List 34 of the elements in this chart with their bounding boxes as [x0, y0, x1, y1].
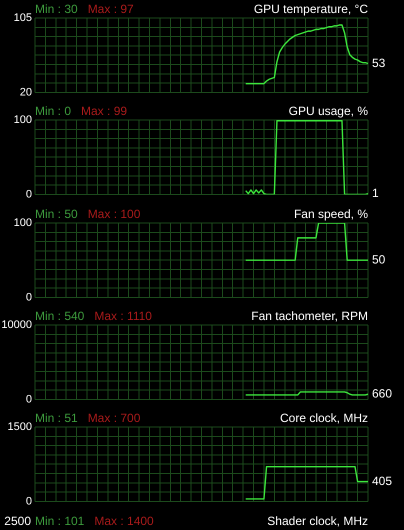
text: Min : 50	[35, 206, 78, 221]
text: Min : 101	[35, 514, 84, 528]
y-tick-label: 0	[26, 393, 32, 406]
text: 53	[372, 56, 386, 70]
text: Max : 1400	[94, 514, 154, 528]
y-tick-label: 0	[26, 496, 32, 508]
y-tick-label: 100	[14, 114, 32, 126]
text: 2500	[3, 514, 31, 528]
text: Min : 540	[35, 308, 84, 323]
y-tick-label: 105	[14, 12, 32, 24]
chart-title: GPU usage, %	[288, 104, 368, 118]
text: Max : 99	[81, 104, 128, 118]
chart-title: GPU temperature, °C	[254, 2, 368, 16]
text: Max : 1110	[94, 308, 152, 323]
text: Min : 51	[35, 411, 78, 426]
text: Max : 97	[88, 2, 134, 16]
text: Max : 700	[88, 411, 140, 426]
y-tick-label: 100	[14, 216, 32, 229]
text: 660	[372, 386, 392, 400]
chart-title: Core clock, MHz	[280, 411, 368, 426]
text: Min : 30	[35, 2, 78, 16]
chart-title: Fan tachometer, RPM	[251, 308, 368, 323]
text: 405	[372, 474, 392, 488]
text: Shader clock, MHz	[267, 514, 368, 528]
y-tick-label: 20	[20, 86, 32, 98]
chart-title: Fan speed, %	[294, 206, 368, 221]
text: Min : 0	[35, 104, 72, 118]
y-tick-label: 0	[26, 291, 32, 304]
text: 50	[372, 252, 386, 266]
y-tick-label: 1500	[8, 421, 32, 434]
text: 1	[372, 186, 379, 200]
y-tick-label: 10000	[1, 318, 32, 331]
y-tick-label: 0	[26, 188, 32, 201]
text: Max : 100	[88, 206, 140, 221]
